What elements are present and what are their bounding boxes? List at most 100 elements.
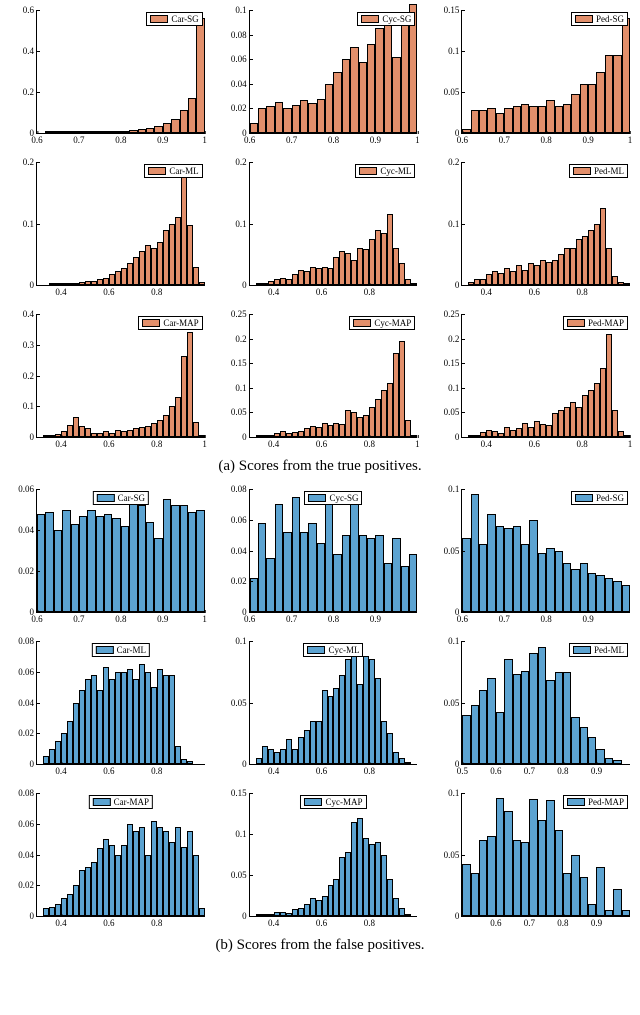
xtick: 0.8 [364,285,375,297]
plot-area: 00.020.040.060.080.40.60.8Car-ML [36,641,205,765]
ytick: 0 [242,911,250,921]
plot-area: 00.020.040.060.080.40.60.8Car-MAP [36,793,205,917]
ytick: 0.04 [231,546,250,556]
legend: Cyc-SG [357,12,415,26]
bar [367,538,375,612]
legend-swatch [567,319,585,327]
xtick: 0.9 [157,133,168,145]
bar [196,510,204,613]
plot-area: 00.050.10.150.60.70.80.91Ped-SG [461,10,630,134]
plot-area: 00.020.040.060.080.60.70.80.9Cyc-SG [249,489,418,613]
bar [300,100,308,133]
legend-label: Car-ML [169,166,198,176]
xtick: 0.7 [524,764,535,776]
xtick: 0.8 [576,285,587,297]
xtick: 0.6 [244,612,255,624]
xtick: 0.6 [490,764,501,776]
bar [487,514,495,612]
legend: Ped-SG [571,12,628,26]
legend-label: Car-MAP [114,797,149,807]
histogram-panel: 00.020.040.060.080.40.60.8Car-ML [6,637,209,783]
bar [121,526,129,612]
ytick: 0.1 [23,219,37,229]
bar [496,712,504,764]
ytick: 0.1 [448,788,462,798]
bar [45,512,53,612]
xtick: 0.6 [103,285,114,297]
histogram-panel: 00.020.040.060.080.10.60.70.80.91Cyc-SG [219,6,422,152]
bar [496,798,504,916]
legend: Cyc-ML [303,643,363,657]
bar [258,523,266,612]
bar [163,499,171,612]
xtick: 0.6 [103,916,114,928]
bar [154,538,162,612]
xtick: 0.9 [582,133,593,145]
legend-swatch [150,15,168,23]
bar [513,106,521,133]
bar [405,914,411,916]
bar [546,100,554,133]
bar [250,123,258,133]
ytick: 0 [242,432,250,442]
xtick: 0.7 [499,133,510,145]
bar [96,516,104,612]
plot-area: 00.10.20.40.60.8Cyc-ML [249,162,418,286]
ytick: 0 [455,432,463,442]
histogram-panel: 00.050.10.150.20.250.40.60.81Cyc-MAP [219,310,422,456]
bar [613,889,621,916]
xtick: 1 [628,437,633,449]
bar [529,799,537,916]
ytick: 0.1 [235,383,249,393]
xtick: 0.8 [541,133,552,145]
xtick: 1 [202,612,207,624]
bar [401,566,409,612]
bar [504,811,512,916]
figure-a: 00.20.40.60.60.70.80.91Car-SG 00.020.040.… [6,6,634,475]
bar [571,717,579,764]
ytick: 0.08 [18,788,37,798]
plot-area: 00.020.040.060.60.70.80.91Car-SG [36,489,205,613]
bar [622,18,630,133]
xtick: 0.6 [490,916,501,928]
bar [266,106,274,133]
bar [129,501,137,612]
ytick: 0.1 [235,219,249,229]
xtick: 0.9 [582,612,593,624]
ytick: 0.4 [23,46,37,56]
bar [521,544,529,612]
bar [588,573,596,612]
legend-label: Ped-MAP [588,797,624,807]
bar [563,873,571,916]
ytick: 0 [30,911,38,921]
bar [187,761,193,764]
legend-label: Ped-SG [596,14,624,24]
bar [596,72,604,134]
bar [563,672,571,764]
bar [62,510,70,613]
ytick: 0.1 [235,5,249,15]
bar [622,585,630,612]
xtick: 0.8 [364,437,375,449]
bar [555,830,563,916]
xtick: 0.7 [73,133,84,145]
ytick: 0.06 [18,484,37,494]
bar [580,877,588,916]
legend-label: Cyc-SG [329,493,358,503]
bar [596,867,604,916]
legend-label: Ped-ML [594,645,624,655]
bar [171,505,179,612]
plot-area: 00.050.10.60.70.80.9Ped-MAP [461,793,630,917]
bar [487,678,495,764]
bar [471,873,479,916]
bar [538,106,546,133]
bar [317,543,325,612]
ytick: 0.06 [18,667,37,677]
plot-area: 00.10.20.40.60.8Car-ML [36,162,205,286]
histogram-panel: 00.050.10.150.60.70.80.91Ped-SG [431,6,634,152]
plot-area: 00.020.040.060.080.10.60.70.80.91Cyc-SG [249,10,418,134]
plot-area: 00.10.20.40.60.8Ped-ML [461,162,630,286]
ytick: 0.05 [444,850,463,860]
bar [275,102,283,133]
plot-area: 00.20.40.60.60.70.80.91Car-SG [36,10,205,134]
